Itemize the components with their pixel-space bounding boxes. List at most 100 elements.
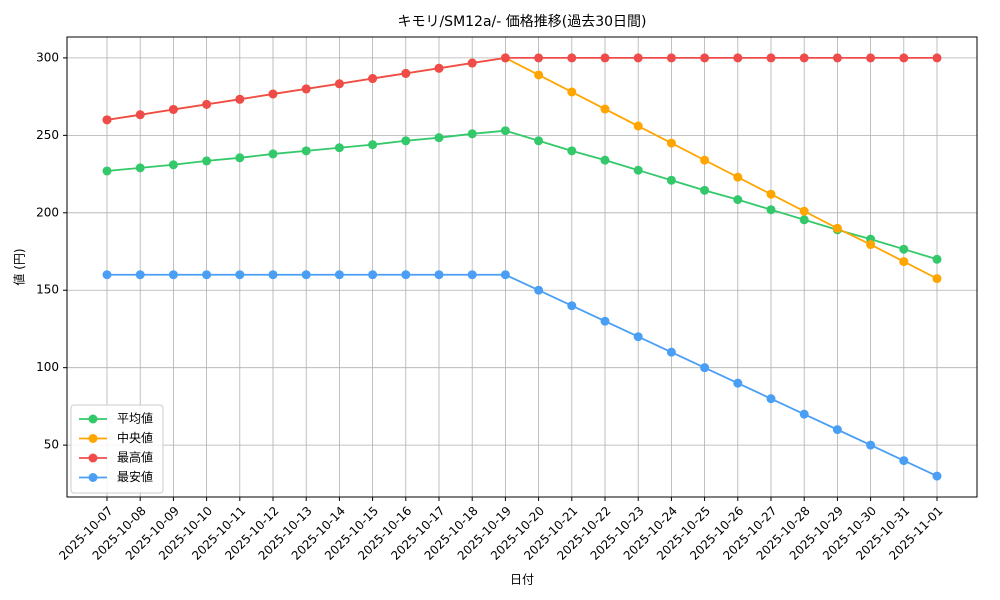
- point: [534, 136, 544, 146]
- point: [135, 270, 145, 280]
- point: [500, 53, 510, 63]
- point: [600, 155, 610, 165]
- point: [301, 84, 311, 94]
- point: [633, 121, 643, 131]
- point: [899, 257, 909, 267]
- y-tick-label: 200: [36, 205, 59, 219]
- y-tick-label: 100: [36, 360, 59, 374]
- legend-label: 最高値: [117, 450, 153, 465]
- point: [467, 270, 477, 280]
- point: [368, 74, 378, 84]
- grid: [67, 37, 977, 497]
- y-tick-label: 300: [36, 50, 59, 64]
- point: [334, 270, 344, 280]
- point: [832, 53, 842, 63]
- point: [832, 425, 842, 435]
- point: [866, 53, 876, 63]
- point: [832, 223, 842, 233]
- point: [799, 206, 809, 216]
- legend-marker: [88, 453, 98, 463]
- point: [666, 175, 676, 185]
- x-axis-label: 日付: [510, 573, 534, 587]
- point: [467, 129, 477, 139]
- legend-label: 最安値: [117, 469, 153, 484]
- point: [434, 63, 444, 73]
- point: [202, 156, 212, 166]
- point: [102, 115, 112, 125]
- y-tick-label: 150: [36, 283, 59, 297]
- point: [168, 270, 178, 280]
- series-line: [107, 273, 938, 477]
- point: [932, 53, 942, 63]
- point: [334, 79, 344, 89]
- point: [534, 70, 544, 80]
- point: [301, 146, 311, 156]
- point: [135, 163, 145, 173]
- point: [799, 409, 809, 419]
- point: [766, 53, 776, 63]
- point: [202, 99, 212, 109]
- point: [700, 155, 710, 165]
- point: [534, 285, 544, 295]
- point: [666, 347, 676, 357]
- point: [733, 53, 743, 63]
- legend-box: [70, 404, 164, 494]
- point: [700, 363, 710, 373]
- point: [135, 110, 145, 120]
- y-tick-label: 50: [44, 438, 59, 452]
- point: [899, 244, 909, 254]
- point: [600, 53, 610, 63]
- point: [235, 270, 245, 280]
- point: [368, 270, 378, 280]
- point: [434, 270, 444, 280]
- point: [932, 254, 942, 264]
- point: [334, 143, 344, 153]
- point: [567, 301, 577, 311]
- point: [434, 133, 444, 143]
- point: [268, 270, 278, 280]
- point: [932, 274, 942, 284]
- legend-marker: [88, 473, 98, 482]
- point: [534, 53, 544, 63]
- point: [766, 189, 776, 199]
- point: [567, 146, 577, 156]
- y-axis-label: 値 (円): [12, 248, 27, 285]
- series-line: [106, 57, 937, 121]
- point: [102, 166, 112, 176]
- point: [666, 53, 676, 63]
- point: [567, 87, 577, 97]
- plot-frame: [66, 36, 978, 498]
- chart-title: キモリ/SM12a/- 価格推移(過去30日間): [397, 14, 646, 30]
- legend-marker: [88, 414, 98, 424]
- point: [268, 89, 278, 99]
- point: [401, 68, 411, 78]
- point: [401, 270, 411, 280]
- point: [500, 126, 510, 136]
- point: [467, 58, 477, 68]
- point: [368, 140, 378, 150]
- point: [633, 165, 643, 175]
- point: [102, 270, 112, 280]
- point: [799, 53, 809, 63]
- point: [700, 53, 710, 63]
- point: [866, 440, 876, 450]
- point: [600, 104, 610, 114]
- point: [202, 270, 212, 280]
- point: [899, 53, 909, 63]
- point: [600, 316, 610, 326]
- legend-label: 中央値: [117, 430, 153, 445]
- point: [235, 94, 245, 104]
- point: [733, 378, 743, 388]
- point: [268, 149, 278, 159]
- point: [799, 215, 809, 225]
- point: [733, 195, 743, 205]
- point: [168, 104, 178, 114]
- point: [301, 270, 311, 280]
- point: [401, 136, 411, 146]
- legend-marker: [88, 434, 98, 443]
- point: [235, 153, 245, 163]
- point: [866, 240, 876, 250]
- point: [567, 53, 577, 63]
- point: [700, 185, 710, 195]
